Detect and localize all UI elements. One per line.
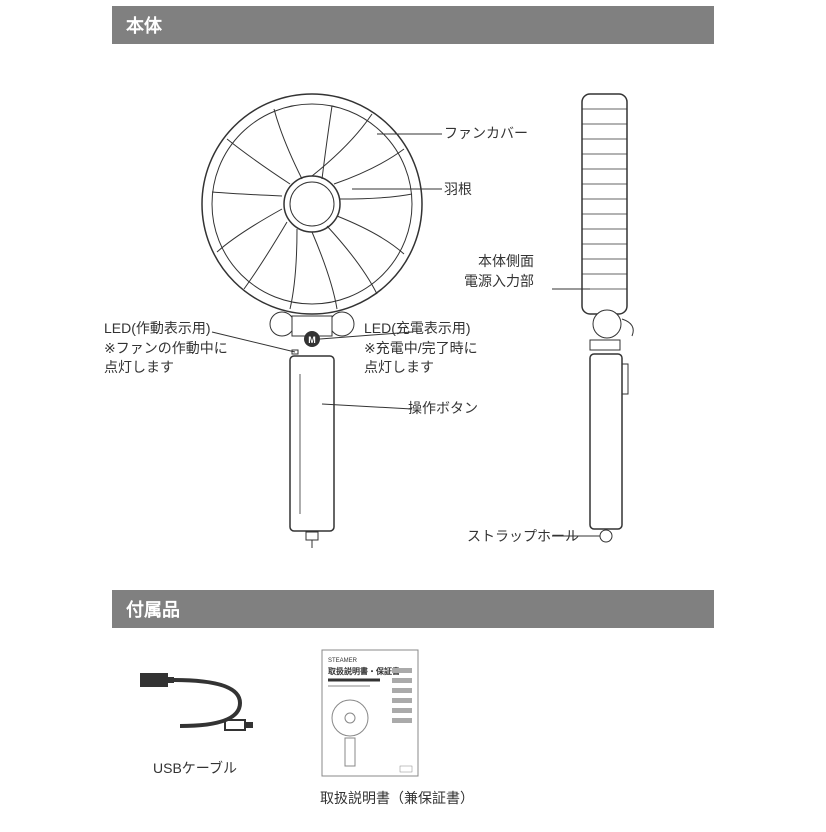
svg-text:STEAMER: STEAMER: [328, 658, 358, 664]
label-blade: 羽根: [444, 180, 472, 200]
label-strap-hole: ストラップホール: [467, 527, 579, 547]
svg-text:取扱説明書・保証書: 取扱説明書・保証書: [328, 666, 400, 676]
main-body-diagram: M: [112, 44, 714, 584]
label-button: 操作ボタン: [408, 399, 478, 419]
section-header-main-body: 本体: [112, 6, 714, 44]
label-led-charge: LED(充電表示用) ※充電中/完了時に 点灯します: [364, 319, 478, 378]
manual-icon: STEAMER 取扱説明書・保証書: [320, 648, 420, 778]
accessory-usb-cable: USBケーブル: [130, 648, 260, 808]
section-header-accessories: 付属品: [112, 590, 714, 628]
label-fan-cover: ファンカバー: [444, 124, 528, 144]
fan-side-view: [552, 84, 682, 564]
label-side-power: 本体側面 電源入力部: [464, 252, 534, 291]
usb-cable-icon: [130, 648, 260, 748]
accessory-manual: STEAMER 取扱説明書・保証書 取扱説明書（兼保証書）: [320, 648, 474, 808]
svg-text:M: M: [308, 335, 316, 345]
accessory-label-manual: 取扱説明書（兼保証書）: [320, 788, 474, 808]
label-led-operation: LED(作動表示用) ※ファンの作動中に 点灯します: [104, 319, 228, 378]
accessories-area: USBケーブル STEAMER 取扱説明書・保証書 取扱説明書（兼保証書）: [130, 648, 826, 808]
accessory-label-usb: USBケーブル: [130, 758, 260, 778]
